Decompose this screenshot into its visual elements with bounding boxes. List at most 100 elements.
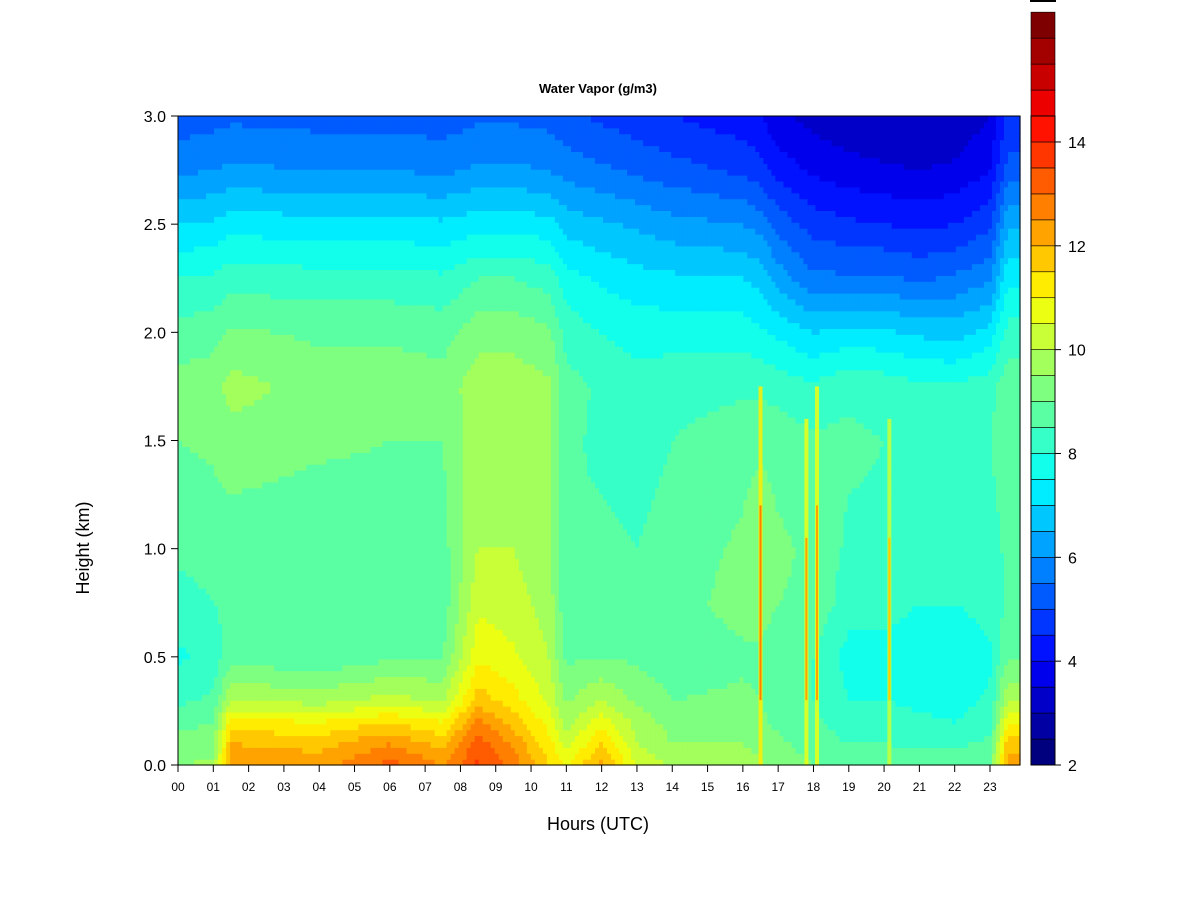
heatmap-cell (691, 635, 696, 642)
heatmap-cell (354, 730, 359, 737)
heatmap-cell (763, 682, 768, 689)
heatmap-cell (463, 724, 468, 731)
heatmap-cell (751, 635, 756, 642)
heatmap-cell (495, 659, 500, 666)
heatmap-cell (190, 647, 195, 654)
heatmap-cell (944, 677, 949, 684)
heatmap-cell (892, 718, 897, 725)
heatmap-cell (747, 665, 752, 672)
heatmap-cell (783, 659, 788, 666)
heatmap-cell (723, 682, 728, 689)
heatmap-cell (964, 647, 969, 654)
heatmap-cell (194, 641, 199, 648)
heatmap-cell (639, 706, 644, 713)
heatmap-cell (763, 665, 768, 672)
heatmap-cell (374, 623, 379, 630)
heatmap-cell (451, 647, 456, 654)
heatmap-cell (214, 753, 219, 760)
heatmap-cell (856, 635, 861, 642)
heatmap-cell (547, 706, 552, 713)
heatmap-cell (719, 712, 724, 719)
heatmap-cell (463, 665, 468, 672)
heatmap-cell (836, 694, 841, 701)
heatmap-cell (330, 718, 335, 725)
heatmap-cell (411, 641, 416, 648)
heatmap-cell (539, 718, 544, 725)
heatmap-cell (924, 629, 929, 636)
heatmap-cell (936, 682, 941, 689)
heatmap-cell (511, 730, 516, 737)
heatmap-cell (567, 665, 572, 672)
heatmap-cell (747, 677, 752, 684)
heatmap-cell (350, 665, 355, 672)
heatmap-cell (896, 694, 901, 701)
heatmap-cell (210, 700, 215, 707)
heatmap-cell (447, 653, 452, 660)
heatmap-cell (795, 706, 800, 713)
heatmap-cell (334, 671, 339, 678)
heatmap-cell (771, 730, 776, 737)
chart-title: Water Vapor (g/m3) (539, 81, 657, 96)
heatmap-cell (972, 724, 977, 731)
heatmap-cell (972, 682, 977, 689)
heatmap-cell (880, 665, 885, 672)
heatmap-cell (250, 741, 255, 748)
heatmap-cell (459, 682, 464, 689)
heatmap-cell (659, 623, 664, 630)
heatmap-cell (840, 700, 845, 707)
heatmap-cell (531, 747, 536, 754)
heatmap-cell (968, 724, 973, 731)
heatmap-cell (330, 647, 335, 654)
heatmap-cell (795, 741, 800, 748)
heatmap-cell (695, 629, 700, 636)
heatmap-cell (840, 694, 845, 701)
heatmap-cell (378, 659, 383, 666)
heatmap-cell (663, 665, 668, 672)
heatmap-cell (1000, 635, 1005, 642)
heatmap-cell (595, 677, 600, 684)
heatmap-cell (382, 712, 387, 719)
heatmap-cell (555, 741, 560, 748)
heatmap-cell (643, 647, 648, 654)
heatmap-cell (559, 671, 564, 678)
heatmap-cell (647, 671, 652, 678)
heatmap-cell (334, 653, 339, 660)
heatmap-cell (543, 736, 548, 743)
heatmap-cell (727, 659, 732, 666)
heatmap-cell (395, 623, 400, 630)
heatmap-cell (719, 724, 724, 731)
heatmap-cell (234, 665, 239, 672)
heatmap-cell (723, 694, 728, 701)
heatmap-cell (960, 753, 965, 760)
heatmap-cell (370, 682, 375, 689)
heatmap-cell (868, 677, 873, 684)
heatmap-cell (864, 730, 869, 737)
heatmap-cell (198, 694, 203, 701)
heatmap-cell (362, 712, 367, 719)
heatmap-cell (515, 706, 520, 713)
heatmap-cell (900, 665, 905, 672)
heatmap-cell (190, 623, 195, 630)
heatmap-cell (719, 659, 724, 666)
heatmap-cell (491, 682, 496, 689)
heatmap-cell (639, 665, 644, 672)
heatmap-cell (266, 629, 271, 636)
heatmap-cell (290, 706, 295, 713)
heatmap-cell (399, 653, 404, 660)
heatmap-cell (739, 629, 744, 636)
heatmap-cell (715, 753, 720, 760)
heatmap-cell (330, 706, 335, 713)
heatmap-cell (771, 659, 776, 666)
heatmap-cell (539, 741, 544, 748)
heatmap-cell (571, 736, 576, 743)
heatmap-cell (218, 647, 223, 654)
heatmap-cell (952, 741, 957, 748)
heatmap-cell (531, 724, 536, 731)
heatmap-cell (206, 682, 211, 689)
heatmap-cell (615, 647, 620, 654)
heatmap-cell (318, 635, 323, 642)
heatmap-cell (182, 688, 187, 695)
heatmap-cell (739, 623, 744, 630)
heatmap-cell (743, 706, 748, 713)
heatmap-cell (659, 741, 664, 748)
